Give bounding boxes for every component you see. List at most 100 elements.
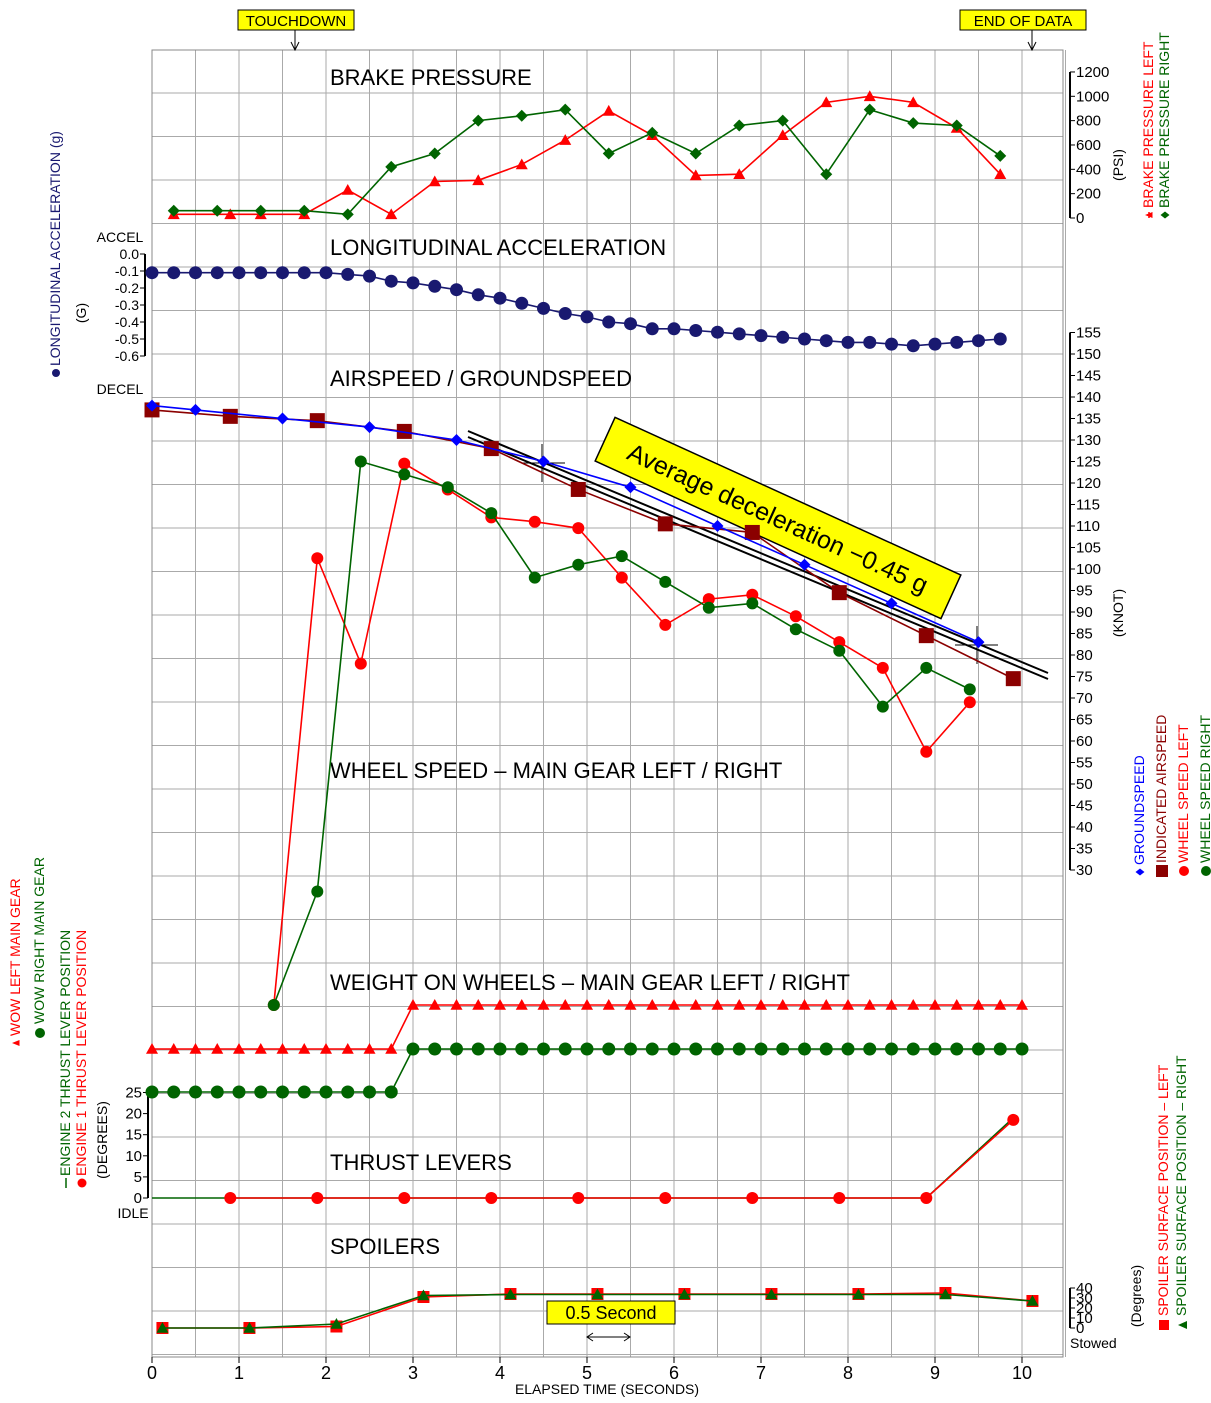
data-point [537, 999, 550, 1010]
legend-speed: GROUNDSPEED INDICATED AIRSPEED WHEEL SPE… [1131, 714, 1211, 877]
data-point [645, 1042, 659, 1056]
data-point [167, 1085, 181, 1099]
data-point [341, 208, 354, 221]
data-point [711, 325, 724, 339]
series-wow-right-main-gear [145, 1042, 1029, 1099]
g-tick-label: -0.2 [115, 280, 139, 296]
data-point [754, 329, 768, 343]
data-point [667, 322, 681, 336]
data-point [841, 335, 855, 349]
data-point [907, 117, 920, 130]
data-point [863, 90, 876, 102]
data-point [602, 999, 615, 1010]
data-point [232, 1085, 246, 1099]
series-wow-left-main-gear [146, 999, 1028, 1054]
data-point [702, 593, 715, 606]
legend-wow-left: WOW LEFT MAIN GEAR [7, 878, 23, 1036]
data-point [494, 999, 506, 1010]
data-point [963, 696, 976, 709]
data-point [929, 999, 941, 1010]
data-point [580, 310, 594, 324]
data-point [755, 999, 767, 1010]
data-point [928, 337, 942, 351]
data-point [920, 745, 933, 758]
data-point [907, 96, 920, 108]
g-tick-label: -0.1 [115, 263, 139, 279]
thrust-tick-label: 15 [125, 1127, 142, 1144]
legend-brake: BRAKE PRESSURE LEFT BRAKE PRESSURE RIGHT [1140, 32, 1172, 219]
knot-tick-label: 50 [1076, 776, 1093, 793]
touchdown-label: TOUCHDOWN [246, 13, 347, 30]
spoiler-tick-label: 30 [1076, 1290, 1093, 1307]
g-top-label: ACCEL [97, 229, 144, 245]
data-point [659, 1192, 672, 1204]
data-point [254, 266, 268, 280]
knot-tick-label: 135 [1076, 411, 1101, 428]
data-point [528, 571, 541, 584]
x-tick-label: 2 [321, 1363, 331, 1383]
data-point [994, 168, 1007, 179]
data-point [863, 103, 876, 116]
data-point [406, 276, 420, 290]
legend-accel-label: LONGITUDINAL ACCELERATION (g) [47, 131, 63, 366]
thrust-unit: (DEGREES) [94, 1101, 110, 1179]
data-point [863, 335, 877, 349]
data-point [398, 468, 411, 481]
data-point [297, 266, 311, 280]
thrust-idle-label: IDLE [117, 1205, 148, 1221]
data-point [363, 1085, 376, 1099]
knot-tick-label: 115 [1076, 497, 1100, 514]
data-point [689, 1042, 703, 1056]
data-point [820, 999, 833, 1010]
data-point [615, 550, 628, 563]
data-point [798, 999, 811, 1010]
axes: 0 1 2 3 4 5 6 7 8 9 101200100080060040020000.0-0.1… [115, 64, 1110, 1383]
data-point [624, 999, 637, 1010]
data-point [341, 267, 355, 281]
data-point [733, 168, 746, 179]
data-point [471, 288, 485, 302]
data-point [842, 999, 854, 1010]
knot-tick-label: 125 [1076, 454, 1101, 471]
data-point [472, 999, 485, 1010]
data-point [254, 1043, 267, 1054]
x-tick-label: 4 [495, 1363, 505, 1383]
data-point [746, 1192, 759, 1204]
data-point [156, 1322, 169, 1333]
data-point [1026, 1295, 1039, 1306]
side-legends: BRAKE PRESSURE LEFT BRAKE PRESSURE RIGHT… [7, 32, 1211, 1330]
data-point [733, 999, 746, 1010]
data-point [885, 337, 898, 351]
data-point [746, 597, 759, 610]
knot-tick-label: 60 [1076, 733, 1093, 750]
data-point [167, 1043, 180, 1054]
data-point [298, 204, 311, 217]
data-point [311, 552, 324, 565]
psi-unit: (PSI) [1110, 149, 1126, 181]
axis-units: (PSI) ACCEL DECEL (G) (KNOT) (DEGREES) I… [73, 149, 1144, 1351]
data-point [994, 149, 1007, 162]
data-point [528, 515, 541, 528]
data-point [363, 269, 376, 283]
psi-tick-label: 600 [1076, 137, 1101, 154]
touchdown-marker: TOUCHDOWN [237, 9, 355, 52]
data-point [819, 1042, 833, 1056]
data-point [363, 1043, 376, 1054]
data-point [189, 266, 202, 280]
knot-tick-label: 85 [1076, 626, 1093, 643]
knot-tick-label: 45 [1076, 798, 1093, 815]
data-point [224, 208, 237, 220]
data-point [189, 1085, 202, 1099]
data-point [558, 307, 572, 320]
data-point [689, 169, 702, 181]
data-point [396, 423, 412, 439]
data-point [167, 266, 181, 280]
title-wheel-speed: WHEEL SPEED – MAIN GEAR LEFT / RIGHT [330, 758, 782, 783]
data-point [711, 520, 724, 532]
x-axis: ELAPSED TIME (SECONDS) [515, 1381, 699, 1397]
data-point [309, 413, 325, 429]
data-point [472, 174, 485, 186]
data-point [950, 335, 964, 349]
data-point [354, 455, 367, 468]
data-point [939, 1288, 952, 1300]
